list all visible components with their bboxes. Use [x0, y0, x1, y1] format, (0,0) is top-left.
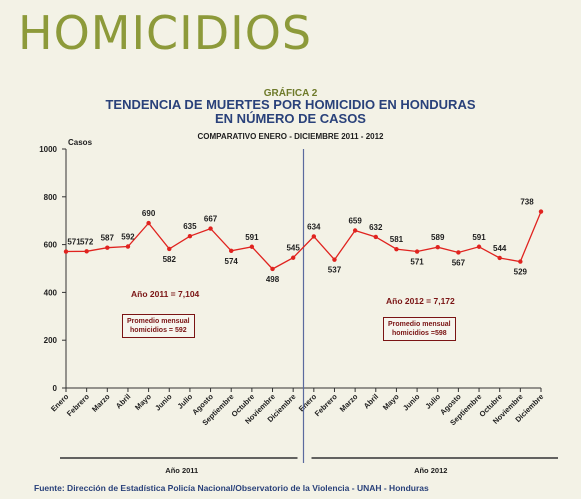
data-label: 567: [452, 258, 466, 267]
data-point: [249, 244, 255, 249]
total-2012-label: Año 2012 = 7,172: [386, 296, 455, 306]
x-tick-label: Febrero: [313, 392, 339, 418]
data-point: [332, 257, 337, 262]
y-tick-label: 600: [44, 241, 58, 250]
data-label: 589: [431, 233, 445, 242]
y-axis-label: Casos: [68, 138, 93, 147]
x-tick-label: Abril: [114, 392, 132, 410]
avg-2012-box: Promedio mensual homicidios =598: [383, 317, 456, 341]
data-point: [414, 249, 420, 254]
data-label: 529: [514, 268, 528, 277]
data-label: 574: [225, 257, 239, 266]
chart-title-line1: TENDENCIA DE MUERTES POR HOMICIDIO EN HO…: [105, 97, 476, 112]
avg-2012-line2: homicidios =598: [391, 330, 447, 337]
x-tick-label: Abril: [362, 392, 380, 410]
x-tick-label: Marzo: [338, 392, 360, 414]
data-point: [290, 255, 296, 260]
data-label: 591: [245, 233, 259, 242]
y-tick-label: 400: [44, 288, 58, 297]
x-tick-label: Mayo: [133, 392, 153, 412]
data-point: [270, 266, 275, 272]
data-point: [146, 220, 151, 226]
chart-title: TENDENCIA DE MUERTES POR HOMICIDIO EN HO…: [0, 98, 581, 126]
x-tick-label: Junio: [153, 392, 174, 413]
data-label: 592: [121, 233, 135, 242]
data-point: [373, 234, 378, 240]
data-point: [229, 248, 234, 254]
data-label: 537: [328, 266, 342, 275]
chart-number: GRÁFICA 2: [263, 88, 318, 99]
data-point: [84, 249, 89, 254]
data-point: [208, 226, 213, 231]
y-tick-label: 200: [44, 336, 58, 345]
data-label: 635: [183, 222, 197, 231]
data-label: 690: [142, 209, 156, 218]
data-point: [497, 255, 502, 261]
data-label: 634: [307, 222, 321, 231]
series-line: [65, 211, 542, 270]
data-label: 591: [472, 233, 486, 242]
page-heading: HOMICIDIOS: [18, 6, 313, 60]
data-label: 667: [204, 215, 218, 224]
data-label: 545: [286, 244, 300, 253]
data-point: [63, 249, 69, 254]
data-label: 659: [348, 216, 362, 225]
data-label: 738: [520, 198, 534, 207]
chart-title-line2: EN NÚMERO DE CASOS: [215, 111, 366, 126]
avg-2011-box: Promedio mensual homicidios = 592: [122, 314, 195, 338]
data-point: [311, 234, 317, 239]
data-point: [456, 250, 461, 255]
data-label: 544: [493, 244, 507, 253]
data-point: [476, 244, 482, 249]
avg-2011-line1: Promedio mensual: [127, 318, 190, 325]
data-point: [187, 234, 193, 239]
x-tick-label: Febrero: [65, 392, 91, 418]
total-2011-label: Año 2011 = 7,104: [131, 289, 200, 299]
avg-2011-line2: homicidios = 592: [130, 327, 187, 334]
data-label: 581: [390, 235, 404, 244]
x-tick-label: Mayo: [381, 392, 401, 412]
chart-subtitle: COMPARATIVO ENERO - DICIEMBRE 2011 - 201…: [197, 132, 384, 141]
source-note: Fuente: Dirección de Estadística Policía…: [34, 483, 429, 493]
data-point: [394, 246, 399, 252]
data-label: 571: [67, 238, 81, 247]
data-point: [105, 245, 110, 250]
data-label: 582: [163, 255, 177, 264]
x-tick-label: Marzo: [90, 392, 112, 414]
data-point: [435, 245, 440, 250]
y-tick-label: 800: [44, 193, 58, 202]
data-label: 587: [101, 234, 115, 243]
data-label: 571: [410, 258, 424, 267]
data-point: [352, 228, 358, 233]
data-label: 498: [266, 275, 280, 284]
y-tick-label: 1000: [39, 145, 57, 154]
data-point: [518, 259, 523, 264]
avg-2012-line1: Promedio mensual: [388, 321, 451, 328]
data-label: 572: [80, 237, 94, 246]
group-label-2011: Año 2011: [165, 466, 198, 475]
data-label: 632: [369, 223, 383, 232]
group-label-2012: Año 2012: [414, 466, 447, 475]
y-tick-label: 0: [53, 384, 58, 393]
data-point: [125, 244, 131, 249]
data-point: [167, 246, 172, 252]
data-point: [538, 209, 544, 214]
x-tick-label: Junio: [401, 392, 422, 413]
